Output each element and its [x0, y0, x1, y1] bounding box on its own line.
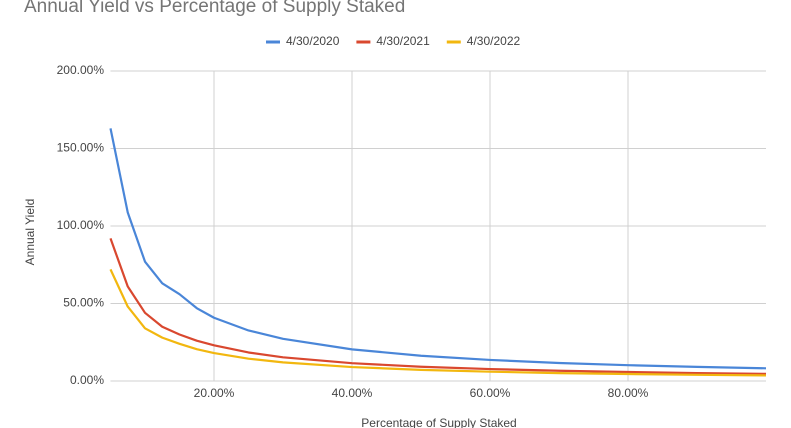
x-axis-label: Percentage of Supply Staked: [361, 416, 516, 428]
series-line: [109, 268, 767, 377]
legend-label: 4/30/2020: [286, 34, 340, 48]
series-line: [109, 128, 767, 370]
legend-label: 4/30/2021: [376, 34, 430, 48]
series-line: [109, 238, 767, 375]
y-axis-label: Annual Yield: [23, 199, 37, 266]
x-tick-label: 80.00%: [608, 386, 649, 400]
x-tick-label: 60.00%: [470, 386, 511, 400]
chart-title: Annual Yield vs Percentage of Supply Sta…: [24, 0, 405, 17]
y-tick-label: 200.00%: [57, 63, 105, 77]
y-tick-label: 50.00%: [63, 296, 104, 310]
y-tick-label: 0.00%: [70, 373, 104, 387]
x-tick-label: 40.00%: [332, 386, 373, 400]
y-tick-label: 100.00%: [57, 218, 105, 232]
x-tick-label: 20.00%: [194, 386, 235, 400]
legend-label: 4/30/2022: [467, 34, 521, 48]
y-tick-label: 150.00%: [57, 141, 105, 155]
